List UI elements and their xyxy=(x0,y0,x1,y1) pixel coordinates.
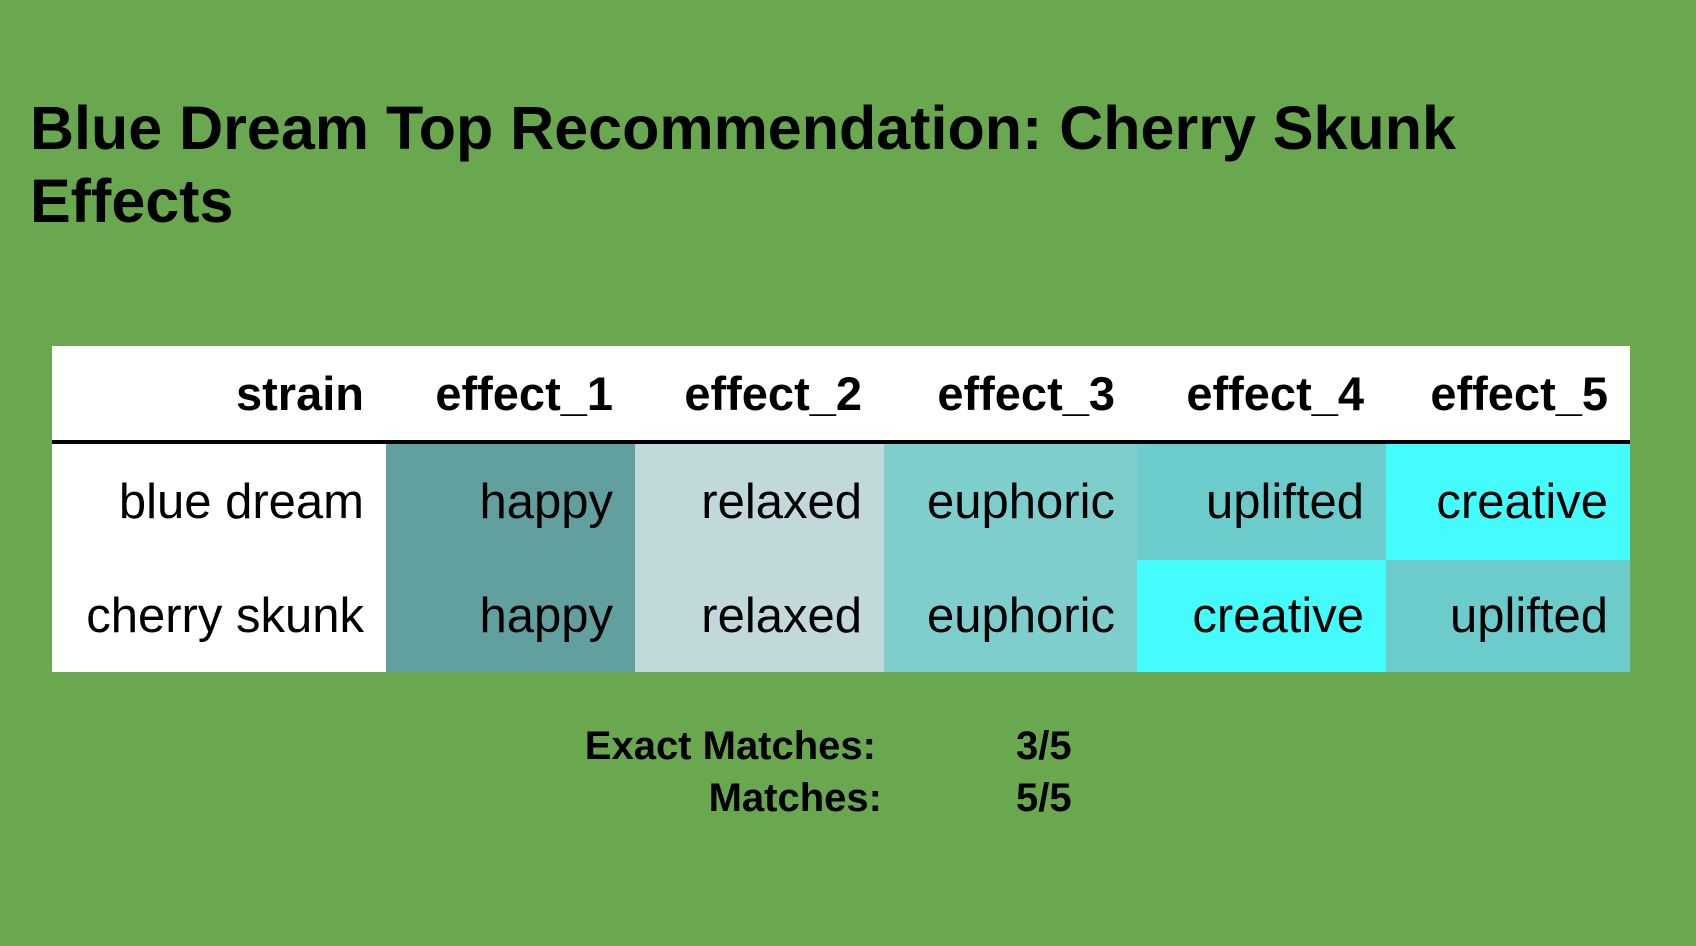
table-header-row: strain effect_1 effect_2 effect_3 effect… xyxy=(52,346,1630,444)
effect-cell: happy xyxy=(386,560,635,672)
matches-label: Matches: xyxy=(708,776,882,820)
effect-cell: uplifted xyxy=(1137,442,1386,560)
effect-cell: relaxed xyxy=(635,560,884,672)
effect-cell: euphoric xyxy=(884,442,1137,560)
matches-value: 5/5 xyxy=(1016,776,1072,820)
effect-cell: euphoric xyxy=(884,560,1137,672)
header-effect-3: effect_3 xyxy=(884,346,1137,444)
strain-cell: cherry skunk xyxy=(52,560,386,672)
effect-cell: creative xyxy=(1137,560,1386,672)
effect-cell: uplifted xyxy=(1386,560,1630,672)
table-row: blue dream happy relaxed euphoric uplift… xyxy=(52,442,1630,560)
exact-matches-value: 3/5 xyxy=(1016,724,1072,768)
strain-cell: blue dream xyxy=(52,442,386,560)
header-effect-1: effect_1 xyxy=(386,346,635,444)
header-effect-2: effect_2 xyxy=(635,346,884,444)
effect-cell: relaxed xyxy=(635,442,884,560)
header-strain: strain xyxy=(52,346,386,444)
header-effect-4: effect_4 xyxy=(1137,346,1386,444)
effect-cell: happy xyxy=(386,442,635,560)
slide-title: Blue Dream Top Recommendation: Cherry Sk… xyxy=(30,94,1456,235)
header-effect-5: effect_5 xyxy=(1386,346,1630,444)
table-row: cherry skunk happy relaxed euphoric crea… xyxy=(52,560,1630,672)
effects-table-container: strain effect_1 effect_2 effect_3 effect… xyxy=(52,346,1630,672)
effect-cell: creative xyxy=(1386,442,1630,560)
exact-matches-label: Exact Matches: xyxy=(584,724,876,768)
effects-table: strain effect_1 effect_2 effect_3 effect… xyxy=(52,346,1630,672)
